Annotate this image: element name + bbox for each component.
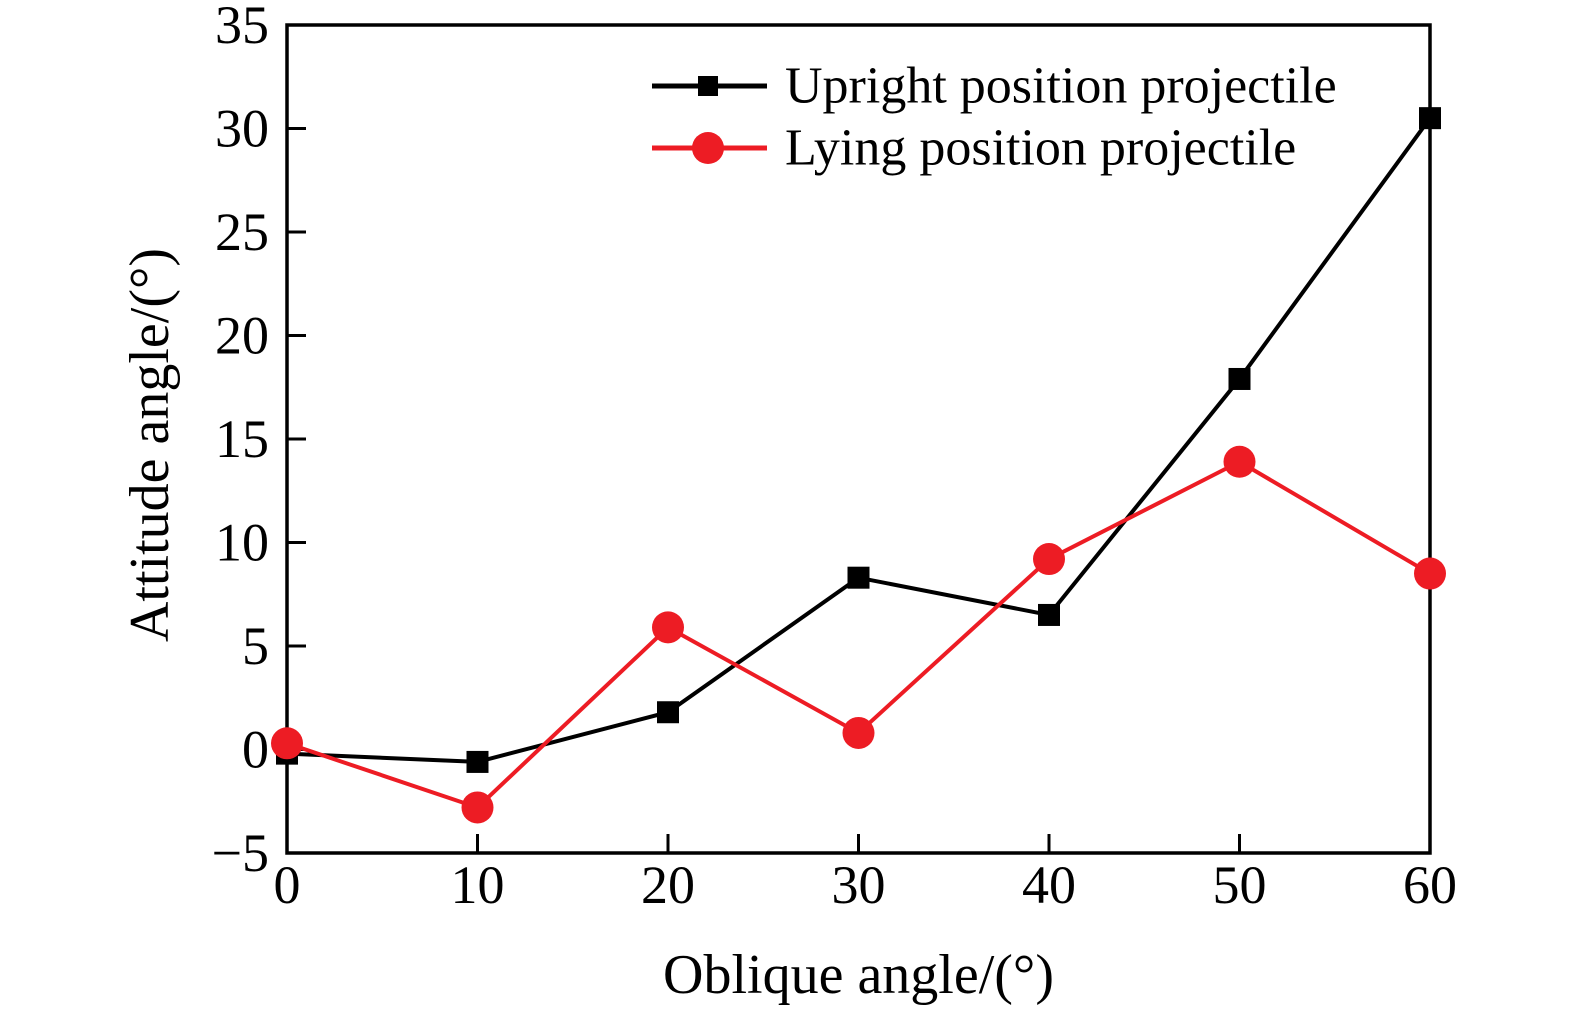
data-point-square xyxy=(1228,367,1251,390)
y-tick-label: 20 xyxy=(215,306,269,366)
y-tick-label: 30 xyxy=(215,99,269,159)
series-line-lying xyxy=(286,459,1432,810)
x-tick-label: 20 xyxy=(641,855,695,915)
y-tick-label: 15 xyxy=(215,409,269,469)
x-axis-title: Oblique angle/(°) xyxy=(663,944,1054,1006)
data-point-circle xyxy=(842,716,875,749)
legend-label: Lying position projectile xyxy=(785,120,1296,177)
x-tick-label: 10 xyxy=(451,855,505,915)
x-tick-label: 40 xyxy=(1022,855,1076,915)
legend-label: Upright position projectile xyxy=(785,58,1337,115)
data-point-square xyxy=(847,566,870,589)
data-point-circle xyxy=(652,611,684,644)
y-tick-label: 25 xyxy=(215,202,269,262)
y-tick-label: 10 xyxy=(215,513,269,573)
x-tick-label: 50 xyxy=(1213,855,1267,915)
y-tick-label: 5 xyxy=(242,616,269,676)
data-point-circle xyxy=(461,791,494,824)
y-tick-label: −5 xyxy=(212,823,269,883)
x-tick-label: 0 xyxy=(274,855,301,915)
y-axis-title: Attitude angle/(°) xyxy=(119,248,181,642)
data-point-square xyxy=(1038,603,1060,626)
legend-marker-square xyxy=(698,76,718,96)
y-tick-label: 0 xyxy=(242,720,269,780)
data-point-circle xyxy=(1033,543,1065,576)
data-point-circle xyxy=(1414,557,1446,590)
legend-marker-circle xyxy=(692,132,724,164)
data-point-square xyxy=(466,750,489,773)
data-point-circle xyxy=(271,727,303,760)
data-point-square xyxy=(657,701,679,724)
data-point-circle xyxy=(1223,445,1256,478)
series-line-upright xyxy=(286,116,1432,764)
x-tick-label: 60 xyxy=(1403,855,1457,915)
y-tick-label: 35 xyxy=(215,0,269,55)
data-point-square xyxy=(1419,107,1441,130)
x-tick-label: 30 xyxy=(832,855,886,915)
